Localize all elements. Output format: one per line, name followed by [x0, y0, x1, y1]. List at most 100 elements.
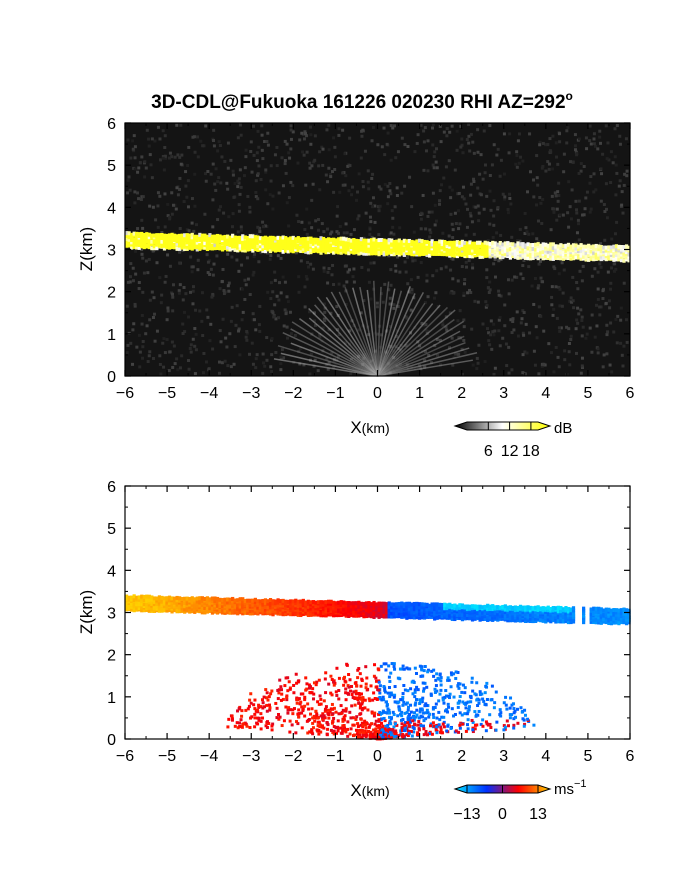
velocity-layer-cell — [445, 606, 449, 611]
layer-cell — [352, 248, 356, 253]
noise-speckle — [285, 142, 289, 146]
velocity-layer-cell — [306, 604, 310, 609]
velocity-layer-cell — [491, 615, 495, 620]
layer-cell — [387, 250, 391, 255]
aerosol-ray — [377, 320, 465, 377]
layer-cell — [367, 247, 371, 252]
velocity-layer-cell — [531, 616, 535, 621]
velocity-layer-cell — [622, 607, 626, 612]
noise-speckle — [216, 149, 220, 153]
layer-cell — [324, 248, 328, 253]
velocity-layer-cell — [347, 603, 351, 608]
noise-speckle — [485, 268, 489, 272]
noise-speckle — [285, 325, 289, 329]
noise-speckle — [501, 192, 505, 196]
noise-speckle — [451, 236, 455, 240]
noise-speckle — [270, 369, 274, 373]
velocity-layer-cell — [195, 603, 199, 608]
noise-speckle — [497, 329, 501, 333]
layer-cell — [455, 254, 459, 259]
velocity-fan-cell — [444, 689, 448, 693]
noise-speckle — [435, 166, 439, 170]
velocity-fan-cell — [378, 724, 382, 728]
velocity-layer-cell — [420, 615, 424, 620]
velocity-layer-cell — [324, 613, 328, 618]
velocity-layer-cell — [556, 609, 560, 614]
layer-cell — [617, 248, 621, 253]
velocity-layer-cell — [359, 609, 364, 614]
velocity-layer-cell — [304, 611, 308, 616]
noise-speckle — [337, 282, 341, 286]
layer-cell — [203, 233, 207, 238]
noise-speckle — [300, 131, 304, 135]
layer-cell — [215, 241, 220, 246]
layer-cell — [488, 244, 492, 249]
noise-speckle — [327, 148, 331, 152]
noise-speckle — [284, 312, 288, 316]
noise-speckle — [581, 325, 585, 329]
noise-speckle — [515, 275, 519, 279]
velocity-layer-cell — [627, 620, 631, 625]
velocity-layer-cell — [516, 615, 520, 620]
velocity-layer-cell — [554, 619, 558, 624]
velocity-layer-cell — [571, 613, 576, 618]
velocity-layer-cell — [612, 616, 616, 621]
velocity-layer-cell — [425, 613, 429, 618]
noise-speckle — [488, 189, 492, 193]
layer-cell — [142, 243, 146, 248]
noise-speckle — [476, 150, 480, 154]
noise-speckle — [489, 208, 493, 212]
velocity-layer-cell — [256, 605, 260, 610]
layer-cell — [301, 241, 305, 246]
noise-speckle — [170, 212, 174, 216]
noise-speckle — [187, 367, 191, 371]
noise-speckle — [185, 195, 189, 199]
aerosol-ray — [376, 281, 390, 377]
noise-speckle — [165, 318, 169, 322]
layer-cell — [357, 239, 361, 244]
layer-cell — [445, 241, 449, 246]
layer-cell — [155, 233, 159, 238]
velocity-layer-cell — [220, 598, 225, 603]
noise-speckle — [308, 372, 312, 376]
velocity-layer-cell — [428, 603, 432, 608]
layer-cell — [521, 253, 525, 258]
layer-cell — [410, 242, 414, 247]
noise-speckle — [467, 259, 471, 263]
noise-speckle — [217, 140, 221, 144]
velocity-layer-cell — [157, 606, 162, 611]
noise-speckle — [313, 358, 317, 362]
noise-speckle — [606, 330, 610, 334]
layer-cell — [529, 256, 533, 261]
layer-cell — [587, 243, 591, 248]
layer-cell — [188, 241, 192, 246]
noise-speckle — [259, 251, 263, 255]
noise-speckle — [370, 176, 374, 180]
noise-speckle — [151, 205, 155, 209]
velocity-fan-cell — [425, 733, 429, 737]
velocity-layer-cell — [405, 604, 409, 609]
noise-speckle — [257, 164, 261, 168]
noise-speckle — [483, 360, 487, 364]
noise-speckle — [199, 139, 203, 143]
layer-cell — [382, 238, 386, 243]
aerosol-ray — [376, 302, 426, 377]
velocity-layer-cell — [220, 610, 225, 615]
layer-cell — [460, 242, 465, 247]
velocity-fan-cell — [458, 711, 462, 715]
noise-speckle — [553, 191, 557, 195]
velocity-fan-cell — [457, 699, 461, 703]
velocity-layer-cell — [551, 606, 555, 611]
noise-speckle — [344, 174, 348, 178]
velocity-layer-cell — [564, 606, 568, 611]
velocity-fan-cell — [395, 723, 399, 727]
layer-cell — [450, 253, 454, 258]
velocity-layer-cell — [208, 603, 212, 608]
layer-cell — [402, 252, 406, 257]
noise-speckle — [431, 123, 435, 127]
noise-speckle — [563, 358, 567, 362]
noise-speckle — [186, 163, 190, 167]
velocity-layer-cell — [294, 605, 298, 610]
velocity-layer-cell — [296, 610, 300, 615]
velocity-layer-cell — [210, 606, 215, 611]
